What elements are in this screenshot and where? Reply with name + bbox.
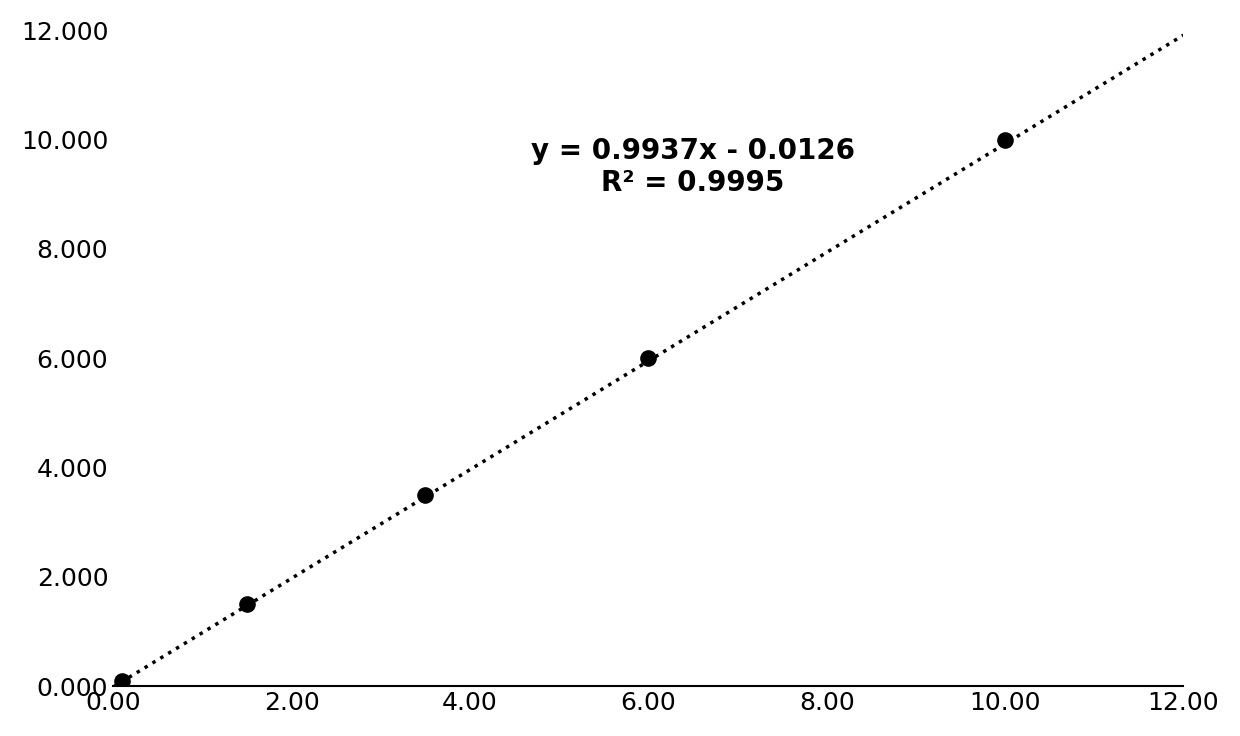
Point	[994, 134, 1014, 146]
Point	[639, 353, 658, 364]
Point	[415, 489, 435, 501]
Point	[112, 675, 131, 687]
Point	[237, 598, 257, 610]
Text: y = 0.9937x - 0.0126
R² = 0.9995: y = 0.9937x - 0.0126 R² = 0.9995	[531, 137, 854, 197]
